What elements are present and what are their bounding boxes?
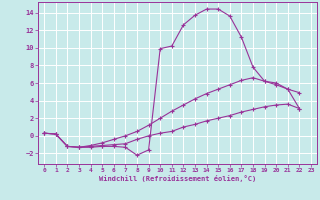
X-axis label: Windchill (Refroidissement éolien,°C): Windchill (Refroidissement éolien,°C) — [99, 175, 256, 182]
